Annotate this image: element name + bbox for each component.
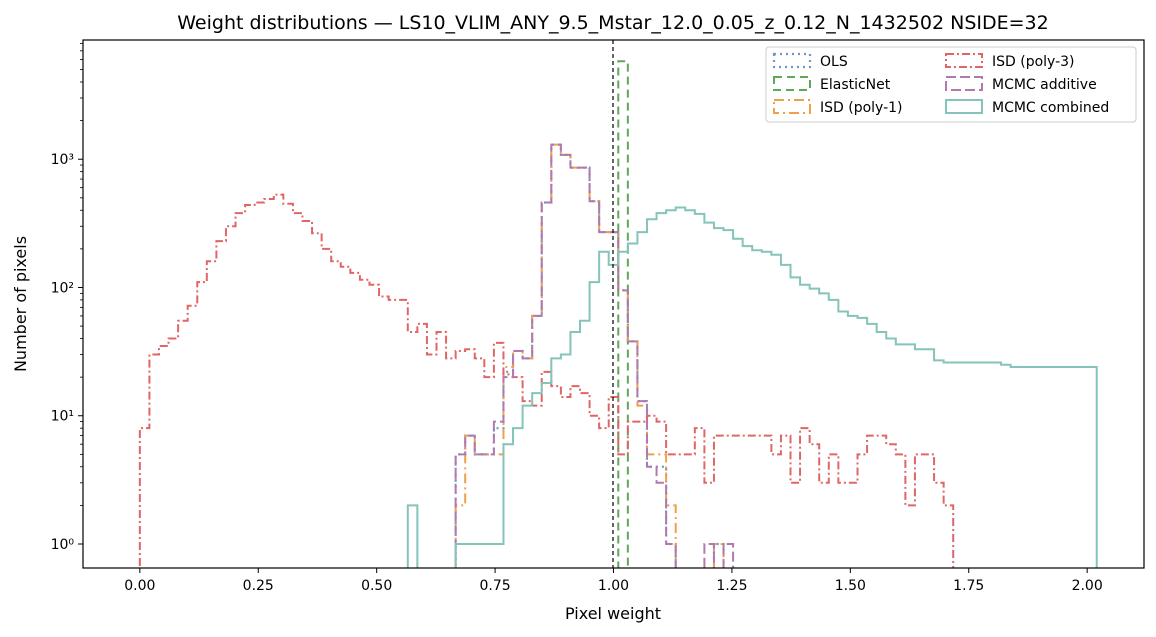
x-tick-label: 0.00 xyxy=(124,578,155,594)
x-tick-label: 2.00 xyxy=(1072,578,1103,594)
legend-swatch xyxy=(945,99,983,114)
legend-swatch xyxy=(945,53,983,68)
y-axis: 10⁰ 10¹ 10² 10³ xyxy=(51,42,83,553)
x-tick-label: 1.75 xyxy=(953,578,984,594)
x-tick-label: 1.50 xyxy=(835,578,866,594)
legend-swatch xyxy=(773,76,811,91)
chart-title: Weight distributions — LS10_VLIM_ANY_9.5… xyxy=(177,12,1049,34)
legend-label: OLS xyxy=(820,54,848,70)
legend-item-ols: OLS xyxy=(772,52,848,70)
legend-label: ISD (poly-3) xyxy=(992,54,1075,70)
legend-swatch xyxy=(773,99,811,114)
series-elasticnet xyxy=(617,60,629,568)
legend-label: ElasticNet xyxy=(820,77,891,93)
y-tick-label: 10² xyxy=(51,280,74,296)
legend: OLS ElasticNet ISD (poly-1) ISD (poly-3) MCM… xyxy=(765,46,1137,123)
x-tick-label: 1.00 xyxy=(598,578,629,594)
legend-item-mcmc-combined: MCMC combined xyxy=(945,99,1109,116)
series-mcmc-combined xyxy=(406,206,1098,568)
x-axis: 0.00 0.25 0.50 0.75 1.00 1.25 1.50 1.75 2.00 xyxy=(124,568,1103,594)
x-tick-label: 1.25 xyxy=(716,578,747,594)
x-tick-label: 0.75 xyxy=(479,578,510,594)
legend-item-elasticnet: ElasticNet xyxy=(773,76,891,93)
legend-item-mcmc-additive: MCMC additive xyxy=(945,76,1097,93)
legend-label: ISD (poly-1) xyxy=(820,100,903,116)
legend-label: MCMC combined xyxy=(992,100,1109,116)
x-tick-label: 0.25 xyxy=(243,578,274,594)
histogram-series xyxy=(138,60,1098,568)
y-tick-label: 10³ xyxy=(51,152,74,168)
x-tick-label: 0.50 xyxy=(361,578,392,594)
y-tick-label: 10⁰ xyxy=(51,537,75,553)
y-tick-label: 10¹ xyxy=(51,409,74,425)
legend-swatch xyxy=(945,76,983,91)
series-isd-poly-3 xyxy=(138,193,955,568)
legend-frame xyxy=(765,46,1137,123)
legend-item-isd-poly-1: ISD (poly-1) xyxy=(773,99,903,116)
legend-label: MCMC additive xyxy=(992,77,1097,93)
x-axis-label: Pixel weight xyxy=(565,604,661,623)
legend-swatch xyxy=(772,52,812,69)
y-axis-label: Number of pixels xyxy=(11,236,30,372)
series-mcmc-additive xyxy=(454,143,735,568)
legend-item-isd-poly-3: ISD (poly-3) xyxy=(945,53,1075,70)
